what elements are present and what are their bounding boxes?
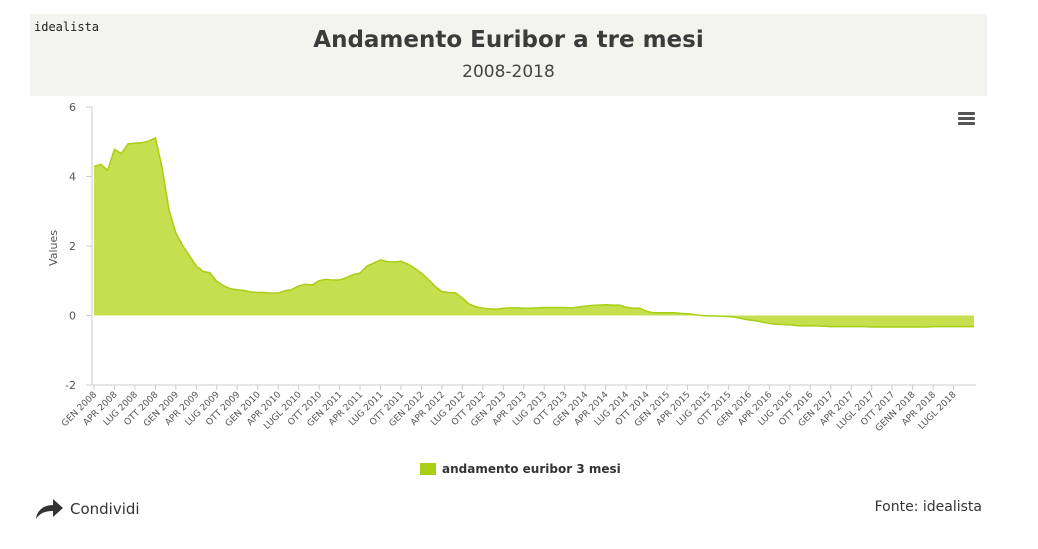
y-axis: -2 0 2 4 6	[65, 101, 93, 392]
chart-header: idealista Andamento Euribor a tre mesi 2…	[30, 14, 987, 96]
series-area	[94, 137, 974, 327]
y-axis-title: Values	[47, 230, 60, 266]
idealista-logo: idealista	[34, 20, 100, 34]
chart-subtitle: 2008-2018	[462, 62, 555, 82]
share-label: Condividi	[70, 500, 140, 518]
share-button[interactable]: Condividi	[34, 498, 140, 520]
y-tick-label: 6	[69, 101, 76, 114]
hamburger-menu-icon[interactable]	[958, 112, 976, 126]
series-line	[93, 136, 974, 328]
legend-label: andamento euribor 3 mesi	[442, 462, 621, 476]
menu-bar	[958, 122, 975, 125]
area-layer	[93, 136, 974, 328]
y-tick-label: -2	[65, 379, 76, 392]
y-tick-label: 4	[69, 171, 76, 184]
y-tick-label: 0	[69, 310, 76, 323]
y-tick-label: 2	[69, 240, 76, 253]
menu-bar	[958, 112, 975, 115]
share-arrow-icon	[36, 499, 63, 519]
legend-item[interactable]: andamento euribor 3 mesi	[420, 460, 621, 478]
source-credit: Fonte: idealista	[874, 499, 982, 515]
legend-swatch	[420, 463, 436, 475]
menu-bar	[958, 117, 975, 120]
chart-title: Andamento Euribor a tre mesi	[313, 27, 704, 53]
